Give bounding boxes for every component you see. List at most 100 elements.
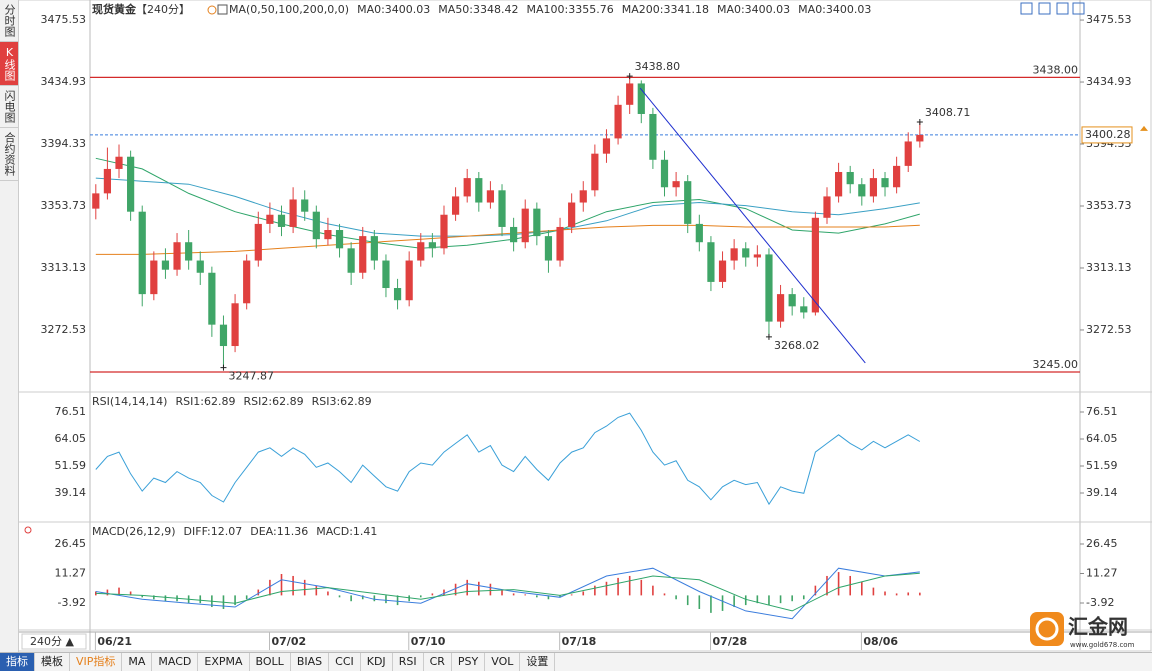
- legend-item: DIFF:12.07: [184, 525, 243, 538]
- candle-body: [602, 138, 611, 154]
- toolbar: 指标 模板 VIP指标 MA MACD EXPMA BOLL BIAS CCI KDJ RSI CR P…: [0, 652, 1152, 671]
- toolbar-item[interactable]: CCI: [329, 653, 361, 671]
- candle-body: [92, 193, 100, 209]
- toolbar-item[interactable]: PSY: [452, 653, 486, 671]
- candle-body: [173, 242, 181, 270]
- candle-body: [707, 242, 715, 282]
- candle-body: [127, 156, 135, 212]
- toolbar-item[interactable]: 设置: [520, 653, 556, 671]
- y-tick-label-left: 64.05: [55, 432, 87, 445]
- candle-body: [893, 165, 901, 188]
- legend-item: MA50:3348.42: [438, 3, 518, 16]
- indicator: MACD(26,12,9): [92, 525, 176, 538]
- y-tick-label-right: 3313.13: [1086, 261, 1132, 274]
- last-price-arrow: [1140, 125, 1148, 131]
- candle-body: [266, 214, 274, 224]
- candle-body: [243, 260, 251, 304]
- period-button: [21, 633, 87, 650]
- y-tick-label-right: 26.45: [1086, 537, 1118, 550]
- candle-body: [393, 288, 402, 301]
- sidebar-tab[interactable]: 合约资料: [0, 128, 18, 181]
- candle-body: [788, 294, 796, 307]
- candle-body: [161, 260, 170, 270]
- toolbar-icon: [1020, 2, 1033, 15]
- last-price-box: [1081, 126, 1133, 144]
- candle-body: [428, 242, 436, 249]
- toolbar-item[interactable]: VIP指标: [70, 653, 123, 671]
- y-tick-label-left: 3475.53: [41, 13, 87, 26]
- y-tick-label-left: 3394.33: [41, 137, 87, 150]
- y-tick-label-right: 39.14: [1086, 486, 1118, 499]
- candle-body: [301, 199, 309, 212]
- logo-url: www.gold678.com: [1070, 641, 1135, 649]
- toolbar-item[interactable]: VOL: [485, 653, 521, 671]
- y-tick-label-left: 51.59: [55, 459, 87, 472]
- logo-icon-ring: [1035, 617, 1059, 641]
- candle-body: [556, 226, 564, 261]
- frame: [17, 0, 1152, 652]
- annotation-label: 3438.80: [635, 60, 681, 73]
- y-tick-label-left: 3434.93: [41, 75, 87, 88]
- toolbar-item[interactable]: 指标: [0, 653, 35, 671]
- sidebar-tab[interactable]: K线图: [0, 42, 18, 86]
- level-label: 3245.00: [1033, 358, 1079, 371]
- x-tick-label: 07/02: [272, 635, 307, 648]
- y-tick-label-right: 3434.93: [1086, 75, 1132, 88]
- candle-body: [695, 223, 703, 243]
- candle-body: [417, 242, 425, 261]
- x-tick-label: 08/06: [863, 635, 898, 648]
- candle-body: [185, 242, 193, 261]
- y-tick-label-left: 11.27: [55, 566, 87, 579]
- last-price-label: 3400.28: [1085, 128, 1131, 141]
- annotation-marker: [626, 73, 633, 80]
- candle-body: [208, 272, 216, 325]
- toolbar-item[interactable]: RSI: [393, 653, 424, 671]
- toolbar-item[interactable]: MACD: [152, 653, 199, 671]
- candle-body: [115, 156, 123, 169]
- icon: [24, 526, 32, 534]
- toolbar-item[interactable]: CR: [424, 653, 452, 671]
- candle-body: [312, 211, 320, 240]
- y-tick-label-right: 51.59: [1086, 459, 1118, 472]
- toolbar-item[interactable]: MA: [122, 653, 153, 671]
- legend-item: RSI3:62.89: [312, 395, 372, 408]
- y-tick-label-left: 3313.13: [41, 261, 87, 274]
- y-tick-label-left: 39.14: [55, 486, 87, 499]
- candle-body: [672, 181, 680, 188]
- toolbar-item[interactable]: BIAS: [291, 653, 330, 671]
- candle-body: [568, 202, 576, 227]
- annotation-label: 3408.71: [925, 106, 971, 119]
- candle-body: [858, 184, 866, 197]
- candle-body: [150, 260, 158, 295]
- y-tick-label-left: -3.92: [58, 596, 86, 609]
- toolbar-item[interactable]: BOLL: [250, 653, 291, 671]
- y-tick-label-right: 64.05: [1086, 432, 1118, 445]
- toolbar-icon: [1056, 2, 1069, 15]
- sidebar-tab[interactable]: 分时图: [0, 0, 18, 42]
- candle-body: [510, 226, 518, 243]
- trend-line: [639, 87, 866, 364]
- candle-body: [800, 306, 808, 313]
- candle-body: [382, 260, 390, 289]
- y-tick-label-right: 3272.53: [1086, 323, 1132, 336]
- candle-body: [649, 113, 657, 160]
- candle-body: [881, 178, 889, 188]
- toolbar-item[interactable]: 模板: [35, 653, 70, 671]
- toolbar-item[interactable]: EXPMA: [198, 653, 250, 671]
- period-button-label[interactable]: 240分 ▲: [30, 635, 74, 648]
- candle-body: [765, 254, 773, 322]
- candle-body: [811, 217, 819, 313]
- legend-item: RSI2:62.89: [244, 395, 304, 408]
- sidebar-tab[interactable]: 闪电图: [0, 86, 18, 128]
- toolbar-item[interactable]: KDJ: [361, 653, 393, 671]
- icon: [217, 4, 228, 15]
- candle-body: [834, 171, 843, 197]
- candle-body: [591, 153, 599, 191]
- candle-body: [684, 181, 692, 224]
- candle-body: [742, 248, 750, 258]
- candle-body: [277, 214, 286, 227]
- y-tick-label-left: 76.51: [55, 405, 87, 418]
- candle-body: [103, 168, 112, 194]
- candle-body: [138, 211, 146, 295]
